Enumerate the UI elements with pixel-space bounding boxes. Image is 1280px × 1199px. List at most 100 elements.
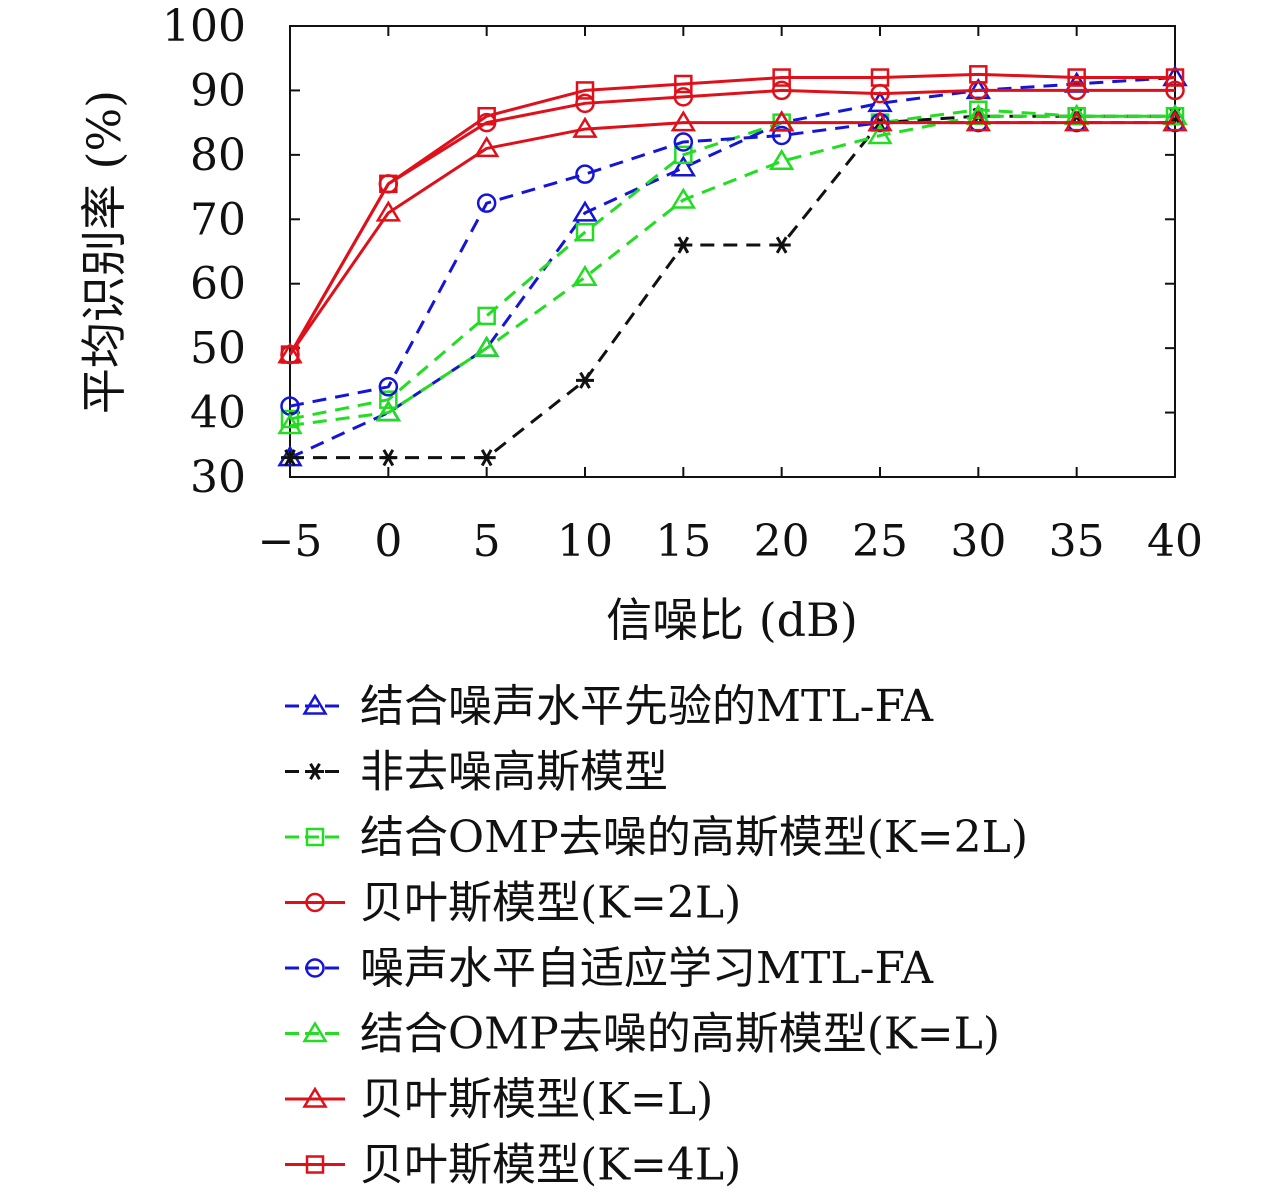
data-point [379,449,398,467]
series-asterisk-dashed [281,107,1184,467]
data-point [576,371,594,389]
legend-marker [305,892,325,913]
data-point [670,187,697,209]
legend-label: 贝叶斯模型(K=4L) [360,1140,741,1191]
series-line [288,121,1175,356]
legend-label: 噪声水平自适应学习MTL-FA [360,943,934,994]
legend-label: 结合OMP去噪的高斯模型(K=2L) [360,812,1028,863]
data-point [1063,110,1090,132]
legend-item: 结合噪声水平先验的MTL-FA [285,681,934,732]
data-point [375,200,402,222]
legend-marker [306,762,324,781]
x-tick-label: −5 [258,516,323,567]
plot-frame [289,25,1176,478]
data-point [572,116,598,138]
legend-item: 噪声水平自适应学习MTL-FA [285,943,934,994]
legend-label: 非去噪高斯模型 [360,747,668,798]
data-point [1162,110,1188,132]
legend-item: 非去噪高斯模型 [285,747,668,798]
data-point [575,81,595,100]
data-point [674,74,693,94]
asterisk-stroke [284,449,296,467]
ticks-layer: −5 0 5 10 15 20 25 30 35 40 30 40 50 60 70 80 90 100 [162,1,1203,567]
series-line [289,121,1175,408]
data-point [673,132,694,152]
data-point [280,409,300,429]
data-point [1165,80,1185,101]
x-tick-label: 15 [655,516,711,567]
data-point [281,449,299,467]
data-point [768,110,795,132]
asterisk-stroke [579,371,591,389]
y-axis-title: 平均识别率 (%) [77,90,131,414]
x-axis-title: 信噪比 (dB) [606,593,858,647]
data-point [674,145,693,165]
y-tick-label: 80 [190,130,246,181]
data-point [572,264,598,287]
legend-item: 结合OMP去噪的高斯模型(K=L) [285,1009,1000,1060]
series-square-dashed [280,100,1185,429]
data-point [1066,80,1087,101]
legend-item: 贝叶斯模型(K=4L) [285,1140,741,1191]
legend-item: 贝叶斯模型(K=L) [285,1074,713,1125]
data-point [867,110,893,132]
data-point [673,87,694,107]
data-point [575,93,595,114]
y-tick-label: 30 [190,452,246,503]
data-point [477,306,496,326]
data-point [378,377,399,397]
legend-label: 贝叶斯模型(K=L) [360,1074,713,1125]
series-triangle-dashed [277,103,1188,435]
y-tick-label: 100 [162,1,246,52]
legend-marker [305,958,325,978]
legend-item: 结合OMP去噪的高斯模型(K=2L) [285,812,1028,863]
legend-item: 贝叶斯模型(K=2L) [285,878,741,929]
x-tick-label: 40 [1147,516,1203,567]
y-tick-label: 70 [190,194,246,245]
data-point [771,125,792,146]
data-point [674,236,693,254]
x-tick-label: 35 [1049,516,1105,567]
series-line [290,114,1175,460]
data-point [969,65,988,84]
series-triangle-dashed [277,65,1188,467]
series-line [289,114,1175,427]
data-point [277,413,303,435]
data-point [965,110,992,132]
legend-marker [305,1155,325,1174]
data-point [477,449,496,467]
series-line [289,108,1175,421]
data-point [575,164,595,184]
data-point [473,335,500,357]
data-point [379,174,398,194]
x-tick-label: 10 [557,516,613,567]
x-tick-label: 30 [950,516,1006,567]
data-point [572,200,598,222]
series-triangle-solid [277,110,1188,364]
data-point [575,222,595,242]
x-tick-label: 25 [852,516,908,567]
series-line [288,72,1175,356]
asterisk-stroke [775,236,788,254]
asterisk-stroke [677,236,690,254]
data-point [772,236,791,254]
legend-label: 贝叶斯模型(K=2L) [360,878,741,929]
legend-label: 结合噪声水平先验的MTL-FA [360,681,934,732]
legend: 结合噪声水平先验的MTL-FA 非去噪高斯模型结合OMP去噪的高斯模型(K=2L)… [285,681,1028,1191]
asterisk-stroke [309,762,321,781]
x-tick-label: 0 [374,516,402,567]
y-tick-label: 60 [190,259,246,310]
legend-marker [305,827,325,847]
y-tick-label: 40 [190,388,246,439]
data-point [473,135,500,158]
series-circle-dashed [280,112,1185,416]
data-point [280,345,300,364]
data-point [1067,68,1086,87]
data-point [476,193,497,213]
data-point [870,68,890,87]
data-point [772,68,791,87]
series-square-solid [280,65,1185,364]
data-point [477,106,496,126]
data-point [379,390,398,409]
